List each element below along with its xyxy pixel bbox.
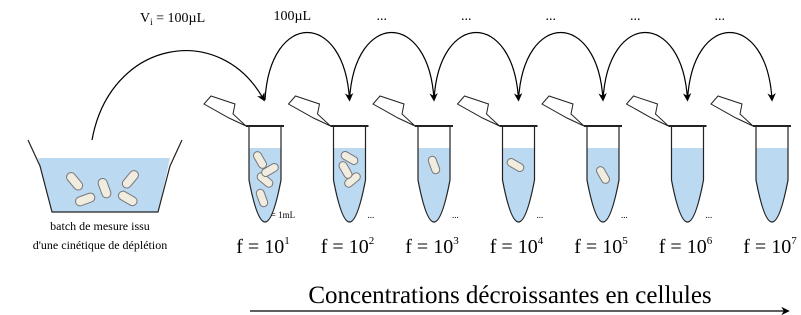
dilution-label: f = 105 — [574, 235, 628, 258]
tube-note: ... — [621, 210, 628, 220]
dilution-base: f = 10 — [405, 236, 453, 258]
transfer-label: 100µL — [273, 9, 311, 24]
transfer-arrow — [603, 33, 688, 101]
transfer-arrow — [688, 33, 773, 101]
dilution-exponent: 7 — [791, 235, 797, 247]
tube-note: ... — [706, 210, 713, 220]
tube-liquid — [672, 148, 704, 222]
dilution-base: f = 10 — [574, 236, 622, 258]
first-transfer-label: Vi = 100µL — [140, 11, 205, 27]
dilution-base: f = 10 — [236, 236, 284, 258]
dilution-base: f = 10 — [321, 236, 369, 258]
tube-note: ... — [537, 210, 544, 220]
tube-liquid — [756, 148, 788, 222]
footer: Concentrations décroissantes en cellules — [308, 282, 711, 309]
dilution-exponent: 5 — [622, 235, 628, 247]
dilution-exponent: 4 — [538, 235, 544, 247]
transfer-arrow — [265, 33, 350, 101]
transfer-label: ... — [377, 9, 388, 24]
tube-cap — [204, 96, 246, 126]
symbol: V — [140, 11, 150, 26]
tube-cap — [711, 96, 753, 126]
tube-note: ... — [368, 210, 375, 220]
dilution-exponent: 3 — [453, 235, 459, 247]
dilution-exponent: 2 — [369, 235, 375, 247]
batch-line1: batch de mesure issu — [50, 219, 150, 233]
dilution-label: f = 107 — [743, 235, 797, 258]
transfer-arrow — [350, 33, 435, 101]
batch-line2: d'une cinétique de déplétion — [33, 238, 167, 252]
transfer-label: ... — [630, 9, 641, 24]
dilution-label: f = 102 — [321, 235, 374, 258]
transfer-label: ... — [546, 9, 557, 24]
tube-liquid — [503, 148, 535, 222]
dilution-label: f = 103 — [405, 235, 459, 258]
label-rest: = 100µL — [153, 11, 206, 26]
tube-cap — [289, 96, 331, 126]
dilution-base: f = 10 — [659, 236, 707, 258]
tube-cap — [542, 96, 584, 126]
transfer-arrow — [92, 51, 264, 140]
dilution-base: f = 10 — [743, 236, 791, 258]
transfer-label: ... — [461, 9, 472, 24]
tube-cap — [627, 96, 669, 126]
dilution-exponent: 1 — [284, 235, 290, 247]
dilution-exponent: 6 — [707, 235, 713, 247]
dilution-label: f = 101 — [236, 235, 289, 258]
transfer-arrow — [519, 33, 604, 101]
transfer-label: ... — [715, 9, 726, 24]
tube-cap — [373, 96, 415, 126]
tube-cap — [458, 96, 500, 126]
tube-note: ... — [452, 210, 459, 220]
transfer-arrow — [434, 33, 519, 101]
dilution-base: f = 10 — [490, 236, 538, 258]
tube-liquid — [587, 148, 619, 222]
dilution-label: f = 106 — [659, 235, 713, 258]
diagram: batch de mesure issu d'une cinétique de … — [0, 0, 801, 315]
dilution-label: f = 104 — [490, 235, 544, 258]
